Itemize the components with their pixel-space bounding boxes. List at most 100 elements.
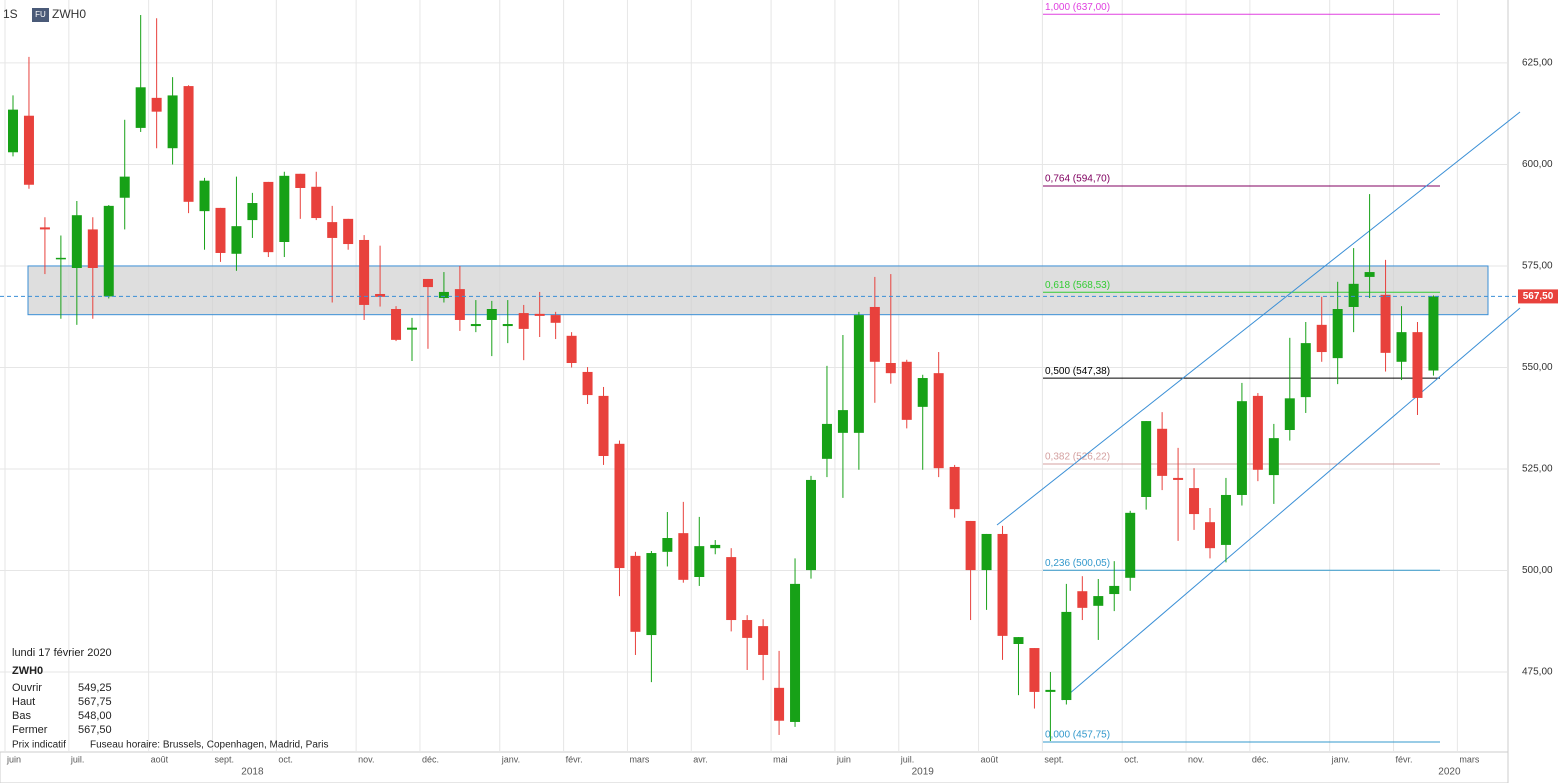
- candle-body: [949, 466, 960, 510]
- candle-body: [821, 423, 832, 459]
- candle-body: [199, 180, 210, 212]
- info-box: lundi 17 février 2020 ZWH0 Ouvrir 549,25…: [12, 647, 328, 751]
- candle-body: [1061, 611, 1072, 701]
- candle-body: [167, 95, 178, 149]
- candle-body: [710, 544, 721, 549]
- candle-body: [407, 327, 417, 330]
- candle-body: [518, 313, 529, 329]
- x-tick-label: janv.: [1331, 754, 1350, 764]
- candle-body: [247, 203, 258, 221]
- candle-body: [311, 186, 322, 219]
- candle-body: [215, 207, 226, 253]
- candle-body: [1045, 689, 1056, 692]
- x-tick-label: sept.: [214, 754, 234, 764]
- x-tick-label: août: [151, 754, 169, 764]
- candle-body: [71, 215, 82, 268]
- fib-label: 0,764 (594,70): [1045, 174, 1110, 185]
- year-label: 2020: [1438, 767, 1461, 778]
- candle-body: [790, 583, 801, 722]
- candle-body: [901, 361, 912, 420]
- candle-body: [1125, 512, 1136, 578]
- candle-body: [1412, 332, 1423, 398]
- candle-body: [726, 557, 737, 621]
- candle-body: [502, 324, 513, 327]
- info-value: 549,25: [78, 682, 112, 694]
- x-tick-label: avr.: [693, 754, 708, 764]
- info-label: Fermer: [12, 724, 48, 736]
- y-tick-label: 600,00: [1522, 159, 1553, 170]
- candle-body: [183, 86, 194, 202]
- candle-body: [1077, 591, 1088, 608]
- candle-body: [119, 176, 130, 198]
- candle-body: [1189, 488, 1200, 515]
- candle-body: [486, 309, 497, 320]
- last-price-box: [1518, 289, 1558, 304]
- x-tick-label: juin: [836, 754, 851, 764]
- info-label: Haut: [12, 696, 35, 708]
- x-tick-label: févr.: [566, 754, 583, 764]
- interval: 1S: [3, 7, 18, 21]
- y-tick-label: 625,00: [1522, 58, 1553, 69]
- candle-body: [391, 309, 402, 340]
- info-value: 567,50: [78, 724, 112, 736]
- candle-body: [1109, 585, 1120, 595]
- candle-body: [1029, 648, 1040, 692]
- candle-body: [375, 293, 386, 297]
- x-tick-label: sept.: [1044, 754, 1064, 764]
- year-label: 2019: [912, 767, 935, 778]
- candle-body: [869, 306, 880, 362]
- candle-body: [151, 97, 162, 112]
- candle-body: [1268, 438, 1279, 476]
- x-tick-label: nov.: [1188, 754, 1204, 764]
- fib-label: 0,500 (547,38): [1045, 366, 1110, 377]
- y-tick-label: 550,00: [1522, 362, 1553, 373]
- channel-upper: [996, 111, 1521, 526]
- candle-body: [1013, 637, 1024, 644]
- candle-body: [965, 520, 976, 571]
- fib-label: 1,000 (637,00): [1045, 2, 1110, 13]
- candle-body: [231, 226, 242, 254]
- candle-body: [327, 222, 338, 238]
- info-symbol: ZWH0: [12, 665, 43, 677]
- candle-body: [646, 553, 657, 636]
- x-tick-label: mars: [1459, 754, 1479, 764]
- candle-body: [103, 205, 114, 297]
- fib-label: 0,236 (500,05): [1045, 558, 1110, 569]
- zone: [27, 265, 1489, 316]
- candle-body: [550, 315, 561, 323]
- info-label: Ouvrir: [12, 682, 42, 694]
- candle-body: [774, 687, 785, 721]
- candle-body: [694, 546, 705, 577]
- fib-label: 0,000 (457,75): [1045, 730, 1110, 741]
- candle-body: [1332, 309, 1343, 359]
- candle-body: [135, 87, 146, 128]
- x-tick-label: déc.: [422, 754, 439, 764]
- candle-body: [534, 313, 545, 316]
- candle-body: [87, 229, 98, 268]
- candle-body: [758, 626, 769, 655]
- candle-body: [470, 324, 481, 327]
- x-tick-label: déc.: [1252, 754, 1269, 764]
- last-price-label: 567,50: [1523, 291, 1554, 302]
- symbol: ZWH0: [52, 7, 86, 21]
- fib-label: 0,382 (526,22): [1045, 452, 1110, 463]
- info-value: 567,75: [78, 696, 112, 708]
- candle-body: [295, 173, 306, 188]
- candle-body: [8, 109, 18, 153]
- candle-body: [1396, 332, 1407, 362]
- candle-body: [1428, 296, 1439, 371]
- candle-body: [1300, 343, 1311, 398]
- info-value: 548,00: [78, 710, 112, 722]
- candle-body: [662, 538, 673, 552]
- candle-body: [422, 278, 433, 288]
- info-label: Bas: [12, 710, 31, 722]
- candle-body: [997, 533, 1008, 636]
- y-tick-label: 525,00: [1522, 464, 1553, 475]
- x-tick-label: janv.: [501, 754, 520, 764]
- candle-body: [1348, 283, 1359, 307]
- candle-body: [837, 410, 848, 433]
- badge: FU: [35, 10, 46, 19]
- candle-body: [853, 315, 864, 433]
- y-tick-label: 475,00: [1522, 667, 1553, 678]
